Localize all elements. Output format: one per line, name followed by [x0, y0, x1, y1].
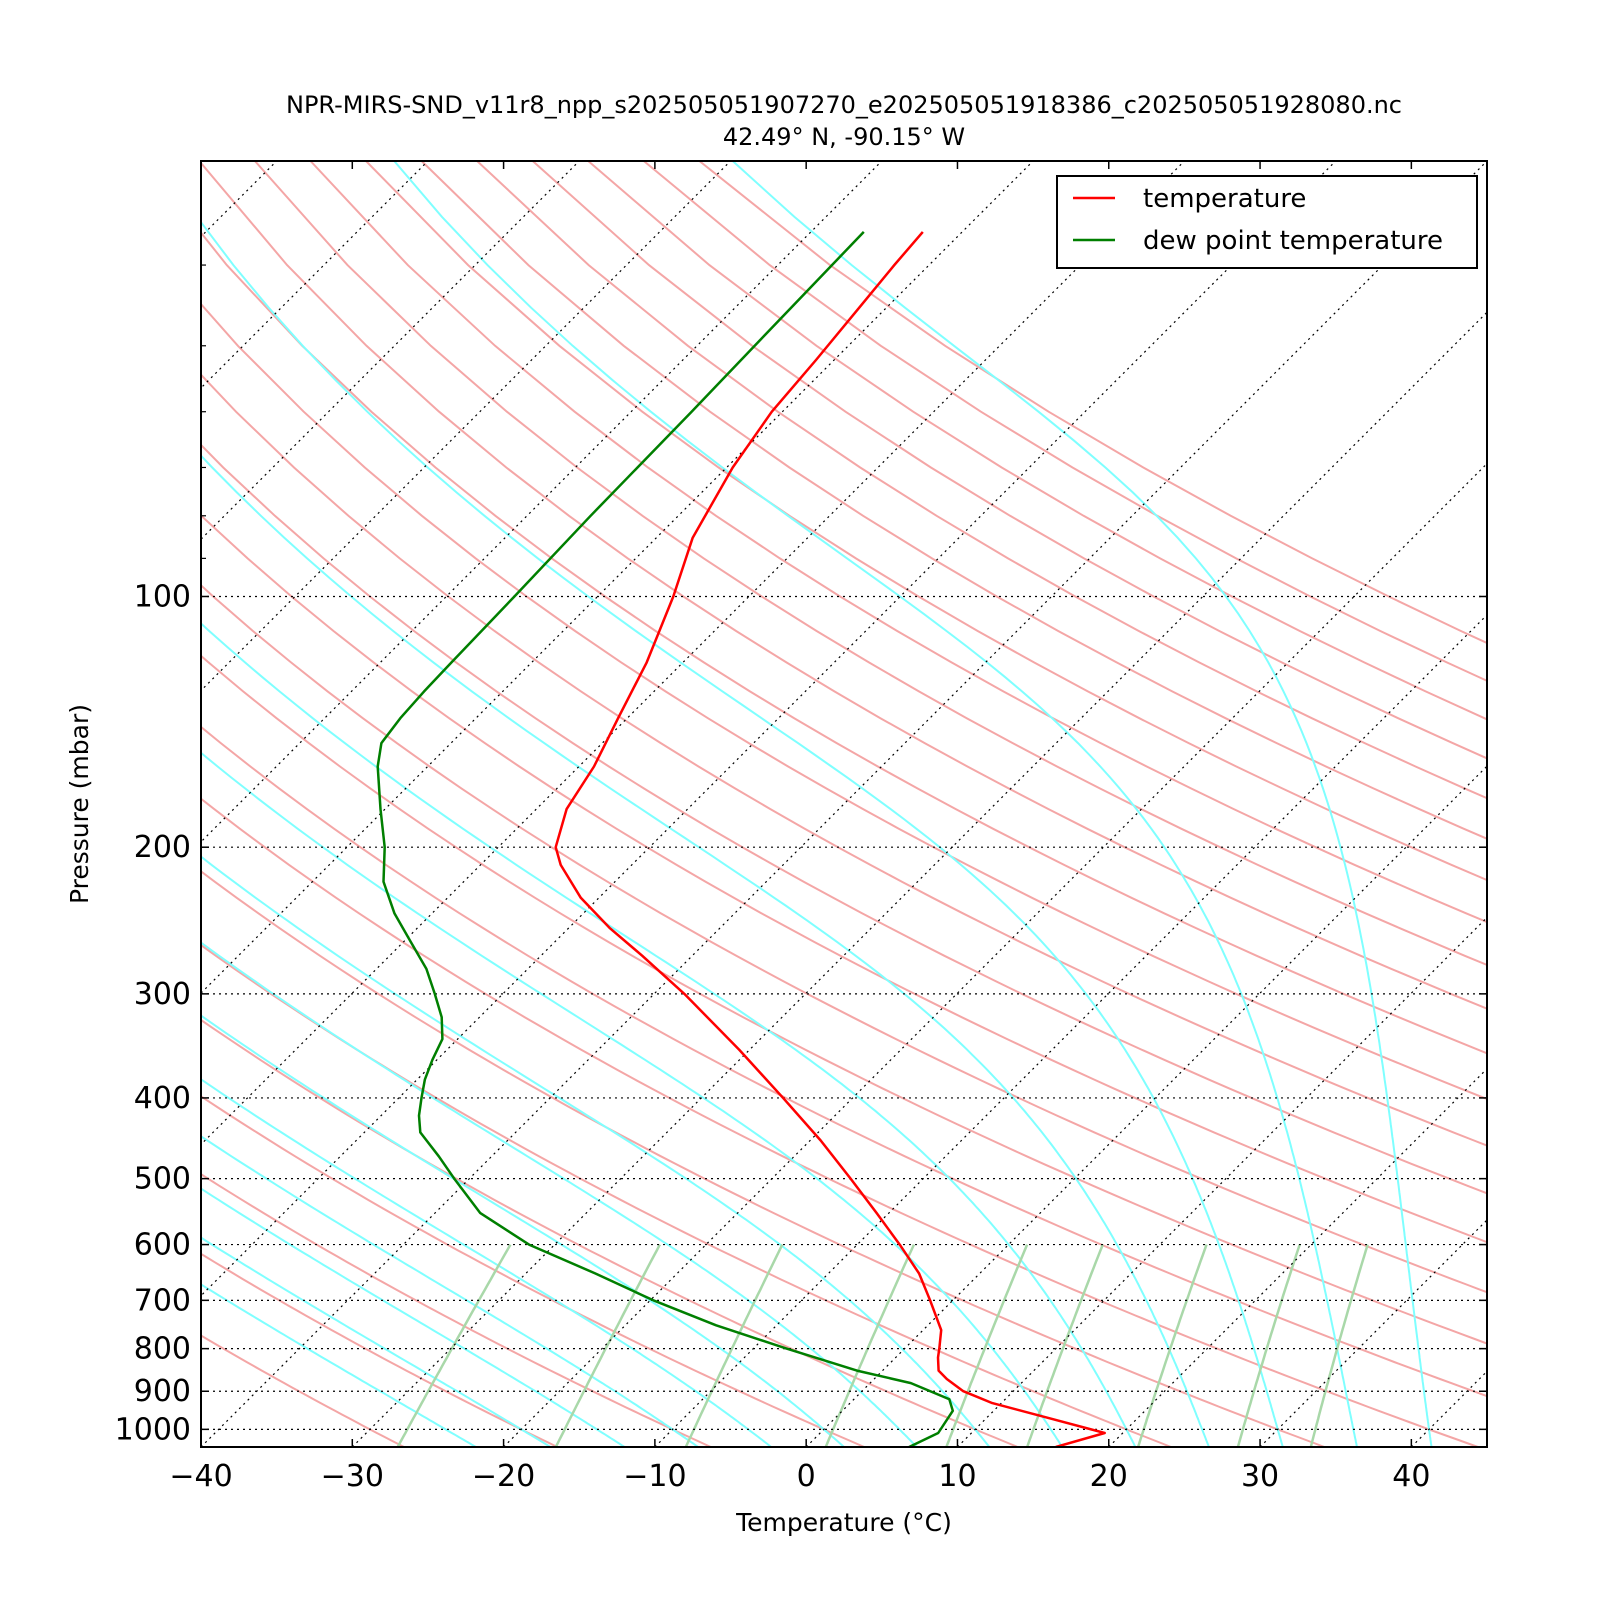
y-axis-label: Pressure (mbar)	[65, 704, 94, 904]
dry-adiabat	[309, 161, 1487, 924]
x-tick-label: 30	[1241, 1459, 1279, 1494]
data-series	[376, 231, 1106, 1447]
dry-adiabat	[201, 1252, 558, 1447]
dry-adiabat	[201, 583, 1487, 1294]
mixing-ratio-line	[824, 1244, 916, 1447]
mixing-ratio-line	[684, 1244, 784, 1447]
y-tick-label: 400	[134, 1081, 191, 1116]
isotherm-line	[0, 161, 125, 1447]
isotherm-line	[1563, 161, 1600, 1447]
dry-adiabat	[254, 161, 1487, 967]
x-tick-label: 0	[797, 1459, 816, 1494]
isotherm-line	[654, 614, 1487, 1447]
axis-ticks	[200, 161, 1487, 1447]
dry-adiabat	[201, 654, 1487, 1345]
mixing-ratio-line	[396, 1243, 512, 1447]
dry-adiabat	[587, 161, 1487, 721]
isotherm-line	[1108, 1067, 1487, 1447]
mixing-ratio-line	[945, 1244, 1029, 1447]
y-tick-label: 600	[134, 1228, 191, 1263]
x-tick-label: 20	[1090, 1459, 1128, 1494]
mixing-ratio-line	[554, 1244, 661, 1447]
isotherm-line	[351, 311, 1487, 1447]
legend-label-dew-point: dew point temperature	[1143, 226, 1443, 256]
isotherm-line	[957, 916, 1487, 1447]
y-tick-label: 300	[134, 977, 191, 1012]
moist-adiabat	[201, 1187, 626, 1447]
mixing-ratio-line	[1026, 1244, 1104, 1447]
legend-label-temperature: temperature	[1143, 184, 1306, 214]
dry-adiabat	[201, 231, 1487, 1055]
moist-adiabat	[392, 161, 1358, 1447]
temperature-line	[554, 231, 1106, 1447]
y-tick-label: 200	[134, 830, 191, 865]
isotherm-line	[1410, 1370, 1487, 1447]
x-axis-tick-labels: −40 −30 −20 −10 0 10 20 30 40	[169, 1459, 1430, 1494]
dry-adiabat	[201, 302, 1487, 1101]
x-tick-label: 10	[938, 1459, 976, 1494]
mixing-ratio-line	[1236, 1244, 1301, 1447]
moist-adiabat	[201, 1078, 772, 1447]
legend-box	[1056, 175, 1478, 269]
dry-adiabat	[532, 161, 1487, 760]
isotherm-line	[1259, 1219, 1487, 1447]
moist-adiabat	[201, 751, 1064, 1447]
dry-adiabat	[201, 943, 1172, 1447]
moist-adiabat	[201, 1283, 477, 1447]
x-tick-label: −20	[472, 1459, 535, 1494]
dew-point-line	[376, 231, 955, 1447]
moist-adiabat	[201, 855, 991, 1447]
dry-adiabat	[698, 161, 1487, 645]
y-tick-label: 700	[134, 1283, 191, 1318]
dry-adiabat	[201, 161, 1487, 1010]
x-axis-label: Temperature (°C)	[735, 1508, 952, 1537]
moist-adiabat	[201, 1135, 699, 1447]
isotherm-line	[201, 161, 731, 692]
dry-adiabat	[201, 725, 1487, 1398]
chart-title: NPR-MIRS-SND_v11r8_npp_s202505051907270_…	[286, 91, 1402, 119]
dry-adiabat	[365, 161, 1487, 882]
moist-adiabat	[731, 161, 1433, 1447]
dry-adiabat	[201, 514, 1487, 1244]
background-lines	[201, 161, 1487, 1447]
moist-adiabat	[201, 1236, 552, 1447]
y-tick-label: 500	[134, 1162, 191, 1197]
x-tick-label: −40	[169, 1459, 232, 1494]
chart-subtitle: 42.49° N, -90.15° W	[723, 123, 965, 151]
dry-adiabat	[201, 1172, 712, 1447]
dry-adiabat	[201, 443, 1487, 1195]
dry-adiabat	[201, 1018, 1018, 1447]
x-tick-label: −10	[623, 1459, 686, 1494]
grid-lines	[0, 161, 1600, 1447]
x-tick-label: 40	[1392, 1459, 1430, 1494]
y-tick-label: 900	[134, 1374, 191, 1409]
moist-adiabat	[201, 1014, 845, 1447]
dry-adiabat	[201, 1095, 865, 1447]
moist-adiabat	[201, 622, 1137, 1447]
legend: temperature dew point temperature	[1056, 175, 1478, 269]
mixing-ratio-line	[1309, 1244, 1369, 1447]
y-tick-label: 800	[134, 1332, 191, 1367]
dry-adiabat	[201, 1334, 405, 1447]
y-tick-label: 100	[134, 579, 191, 614]
x-tick-label: −30	[321, 1459, 384, 1494]
isotherm-line	[201, 161, 1337, 1297]
plot-frame	[200, 160, 1488, 1448]
dry-adiabat	[201, 797, 1479, 1447]
moist-adiabat	[201, 220, 1284, 1447]
moist-adiabat	[201, 941, 918, 1447]
mixing-ratio-line	[1136, 1244, 1208, 1447]
moist-adiabat	[201, 454, 1210, 1447]
y-tick-label: 1000	[115, 1412, 191, 1447]
